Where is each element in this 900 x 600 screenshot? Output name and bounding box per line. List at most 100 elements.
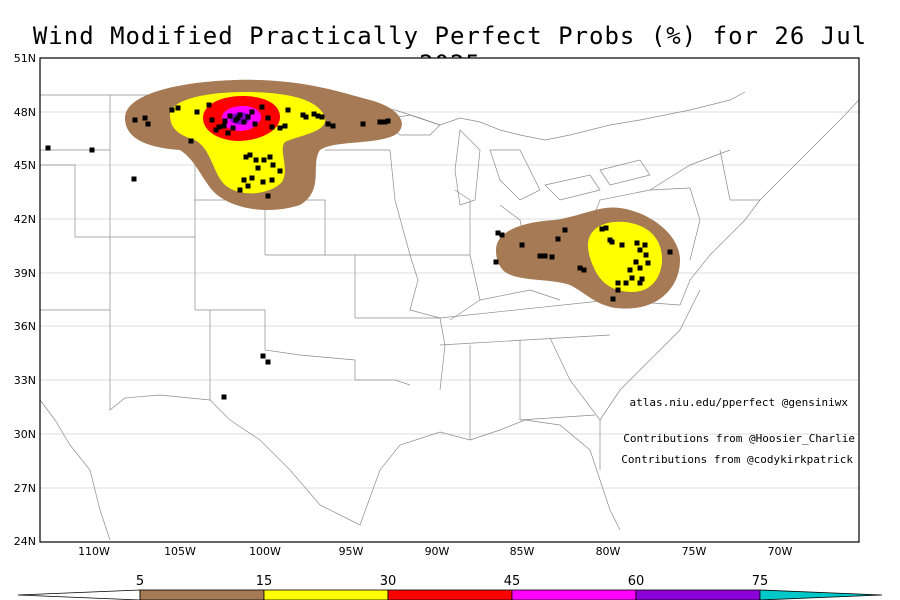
lat-label: 33N	[14, 374, 36, 387]
lon-label: 75W	[682, 545, 707, 558]
storm-report-marker	[245, 114, 251, 120]
storm-report-marker	[667, 249, 673, 255]
storm-report-marker	[382, 119, 388, 125]
storm-report-marker	[142, 115, 148, 121]
storm-report-marker	[16, 172, 21, 177]
storm-report-marker	[562, 227, 568, 233]
colorbar-bin-5	[139, 589, 265, 600]
storm-report-marker	[241, 177, 247, 183]
storm-report-marker	[221, 123, 227, 129]
storm-report-marker	[249, 175, 255, 181]
storm-report-marker	[131, 176, 137, 182]
storm-report-marker	[237, 112, 243, 118]
storm-report-marker	[206, 102, 212, 108]
colorbar-label: 15	[256, 574, 273, 589]
storm-report-marker	[599, 226, 605, 232]
storm-report-marker	[253, 157, 259, 163]
lat-label: 51N	[14, 52, 36, 65]
storm-report-marker	[609, 239, 615, 245]
storm-report-marker	[629, 275, 635, 281]
storm-report-marker	[216, 124, 222, 130]
storm-report-marker	[377, 119, 383, 125]
storm-report-marker	[18, 129, 23, 134]
storm-report-marker	[637, 265, 643, 271]
map-panel	[16, 57, 860, 543]
longitude-labels: 110W 105W 100W 95W 90W 85W 80W 75W 70W	[78, 545, 792, 558]
storm-report-marker	[537, 253, 543, 259]
storm-report-marker	[385, 118, 391, 124]
storm-report-marker	[260, 179, 266, 185]
storm-report-marker	[639, 276, 645, 282]
storm-report-marker	[245, 183, 251, 189]
storm-report-marker	[634, 240, 640, 246]
graticule	[40, 111, 859, 489]
colorbar-bin-60	[635, 589, 761, 600]
storm-report-marker	[260, 353, 266, 359]
storm-report-marker	[577, 265, 583, 271]
storm-report-marker	[269, 177, 275, 183]
storm-report-marker	[615, 280, 621, 286]
storm-report-marker	[225, 130, 231, 136]
storm-report-marker	[267, 154, 273, 160]
storm-report-marker	[645, 260, 651, 266]
storm-report-marker	[610, 296, 616, 302]
storm-report-marker	[265, 193, 271, 199]
lat-label: 24N	[14, 535, 36, 548]
lon-label: 80W	[596, 545, 621, 558]
storm-report-marker	[519, 242, 525, 248]
lat-label: 36N	[14, 320, 36, 333]
lon-label: 110W	[78, 545, 110, 558]
storm-report-marker	[311, 111, 317, 117]
storm-report-marker	[247, 152, 253, 158]
colorbar-low-arrow	[17, 589, 141, 600]
storm-report-marker	[615, 287, 621, 293]
storm-report-marker	[243, 154, 249, 160]
storm-report-marker	[175, 105, 181, 111]
storm-report-marker	[325, 121, 331, 127]
storm-report-marker	[188, 138, 194, 144]
storm-report-marker	[270, 162, 276, 168]
colorbar-label: 45	[504, 574, 521, 589]
storm-report-marker	[213, 127, 219, 133]
lat-label: 42N	[14, 213, 36, 226]
storm-report-marker	[282, 123, 288, 129]
storm-report-marker	[495, 230, 501, 236]
colorbar-label: 75	[752, 574, 769, 589]
storm-report-marker	[581, 267, 587, 273]
storm-report-marker	[265, 115, 271, 121]
storm-report-marker	[627, 267, 633, 273]
storm-report-marker	[252, 121, 258, 127]
storm-report-marker	[300, 112, 306, 118]
lat-label: 45N	[14, 159, 36, 172]
storm-report-marker	[637, 247, 643, 253]
storm-report-marker	[542, 253, 548, 259]
storm-report-marker	[623, 280, 629, 286]
storm-report-marker	[132, 117, 138, 123]
storm-report-marker	[45, 145, 51, 151]
storm-report-marker	[549, 254, 555, 260]
storm-report-marker	[169, 107, 175, 113]
lon-label: 105W	[164, 545, 196, 558]
storm-report-marker	[209, 117, 215, 123]
storm-report-marker	[643, 252, 649, 258]
storm-report-marker	[235, 115, 241, 121]
site-credit: atlas.niu.edu/pperfect @gensiniwx	[629, 396, 848, 409]
storm-report-marker	[360, 121, 366, 127]
storm-report-marker	[619, 242, 625, 248]
colorbar-bin-30	[387, 589, 513, 600]
colorbar-label: 60	[628, 574, 645, 589]
storm-report-marker	[493, 259, 499, 265]
storm-report-marker	[277, 168, 283, 174]
colorbar: 5 15 30 45 60 75	[17, 574, 883, 600]
lat-label: 39N	[14, 267, 36, 280]
storm-report-marker	[249, 109, 255, 115]
storm-report-marker	[255, 165, 261, 171]
storm-report-marker	[241, 119, 247, 125]
probability-contours	[125, 79, 680, 309]
storm-report-marker	[315, 113, 321, 119]
storm-report-marker	[642, 242, 648, 248]
lat-label: 48N	[14, 106, 36, 119]
contour-15-east	[588, 221, 663, 292]
storm-report-marker	[330, 123, 336, 129]
storm-report-marker	[499, 232, 505, 238]
